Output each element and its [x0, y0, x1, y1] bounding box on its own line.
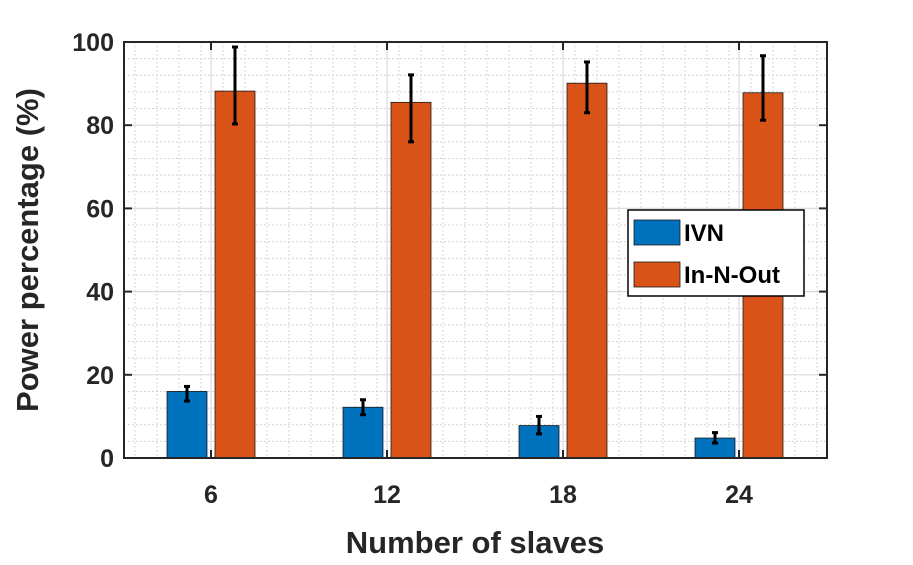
y-tick-label: 20: [86, 362, 114, 390]
x-tick-label: 12: [373, 481, 401, 509]
bar-in-n-out-12: [390, 101, 432, 459]
y-tick-label: 60: [86, 195, 114, 223]
legend: IVN In-N-Out: [627, 209, 805, 297]
x-tick-label: 24: [725, 481, 753, 509]
axis-ticks: [124, 41, 827, 459]
bar-in-n-out-6: [214, 90, 256, 459]
legend-label-ivn: IVN: [684, 220, 724, 247]
y-tick-label: 40: [86, 279, 114, 307]
legend-label-in-n-out: In-N-Out: [684, 262, 780, 289]
x-tick-labels: 6 12 18 24: [204, 481, 753, 509]
y-tick-label: 0: [100, 445, 114, 473]
y-tick-label: 80: [86, 112, 114, 140]
x-tick-label: 18: [549, 481, 577, 509]
bar-in-n-out-18: [566, 82, 608, 459]
plot-frame: [123, 41, 828, 459]
x-tick-label: 6: [204, 481, 218, 509]
y-axis-title: Power percentage (%): [10, 88, 45, 412]
y-tick-label: 100: [72, 29, 114, 57]
legend-swatch-in-n-out: [633, 261, 681, 288]
x-axis-title: Number of slaves: [346, 525, 604, 560]
y-tick-labels: 0 20 40 60 80 100: [72, 29, 114, 473]
legend-swatch-ivn: [633, 219, 681, 246]
error-bars: [184, 45, 766, 445]
